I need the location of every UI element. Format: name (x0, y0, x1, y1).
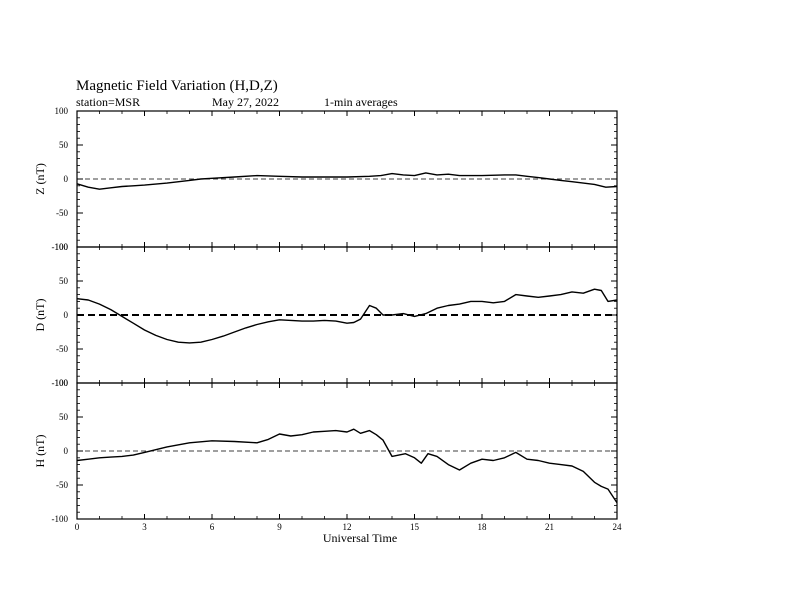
x-tick-label: 21 (545, 522, 554, 532)
x-tick-label: 0 (75, 522, 80, 532)
y-tick-label-z: 100 (55, 106, 69, 116)
y-axis-label-h: H (nT) (33, 435, 47, 468)
x-tick-label: 15 (410, 522, 420, 532)
averaging-label: 1-min averages (324, 95, 398, 109)
x-tick-label: 6 (210, 522, 215, 532)
y-tick-label-d: 50 (59, 276, 69, 286)
x-tick-label: 12 (343, 522, 352, 532)
x-tick-label: 3 (142, 522, 147, 532)
y-tick-label-d: -100 (52, 378, 69, 388)
y-tick-label-d: 100 (55, 242, 69, 252)
series-line-d (76, 288, 618, 344)
y-axis-label-d: D (nT) (33, 299, 47, 332)
series-line-z (76, 172, 618, 190)
x-tick-label: 18 (478, 522, 488, 532)
date-label: May 27, 2022 (212, 95, 279, 109)
x-tick-label: 24 (613, 522, 623, 532)
x-tick-label: 9 (277, 522, 282, 532)
x-axis-label: Universal Time (323, 531, 397, 545)
y-tick-label-z: -100 (52, 242, 69, 252)
y-axis-label-z: Z (nT) (33, 163, 47, 195)
y-tick-label-d: -50 (56, 344, 68, 354)
y-tick-label-z: 0 (64, 174, 69, 184)
series-line-h (76, 428, 618, 504)
plot-layer: 100 50 0 -50 -100 Z (nT) 100 50 0 -50 -100 D (nT) 10… (33, 106, 622, 545)
y-tick-label-h: 100 (55, 378, 69, 388)
y-tick-label-h: -100 (52, 514, 69, 524)
chart-title: Magnetic Field Variation (H,D,Z) (76, 78, 278, 94)
y-tick-label-h: 0 (64, 446, 69, 456)
y-tick-label-d: 0 (64, 310, 69, 320)
y-tick-label-z: -50 (56, 208, 68, 218)
y-tick-label-h: 50 (59, 412, 69, 422)
station-label: station=MSR (76, 95, 140, 109)
y-tick-label-z: 50 (59, 140, 69, 150)
y-tick-label-h: -50 (56, 480, 68, 490)
